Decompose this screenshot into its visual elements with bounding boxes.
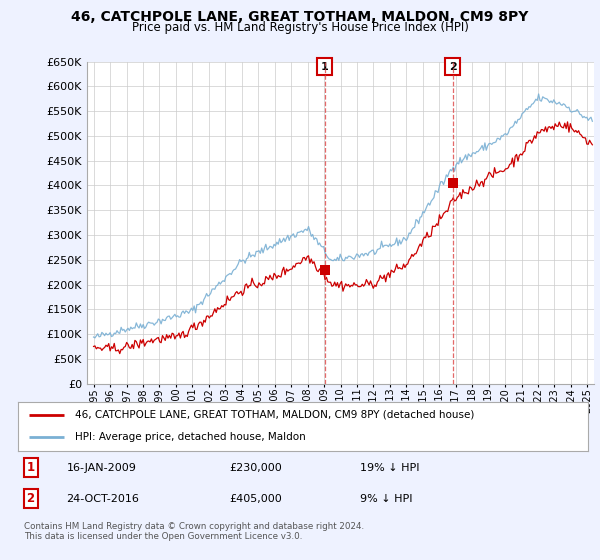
Text: 16-JAN-2009: 16-JAN-2009 xyxy=(67,463,136,473)
Text: 1: 1 xyxy=(26,461,35,474)
Text: £405,000: £405,000 xyxy=(229,494,281,503)
Text: 46, CATCHPOLE LANE, GREAT TOTHAM, MALDON, CM9 8PY: 46, CATCHPOLE LANE, GREAT TOTHAM, MALDON… xyxy=(71,10,529,24)
Text: 24-OCT-2016: 24-OCT-2016 xyxy=(67,494,139,503)
Text: 9% ↓ HPI: 9% ↓ HPI xyxy=(360,494,413,503)
Text: 1: 1 xyxy=(321,62,329,72)
Text: Price paid vs. HM Land Registry's House Price Index (HPI): Price paid vs. HM Land Registry's House … xyxy=(131,21,469,34)
Text: Contains HM Land Registry data © Crown copyright and database right 2024.
This d: Contains HM Land Registry data © Crown c… xyxy=(24,522,364,542)
Text: 2: 2 xyxy=(449,62,457,72)
Text: 19% ↓ HPI: 19% ↓ HPI xyxy=(360,463,419,473)
Text: HPI: Average price, detached house, Maldon: HPI: Average price, detached house, Mald… xyxy=(75,432,306,442)
Text: 46, CATCHPOLE LANE, GREAT TOTHAM, MALDON, CM9 8PY (detached house): 46, CATCHPOLE LANE, GREAT TOTHAM, MALDON… xyxy=(75,410,475,420)
Text: 2: 2 xyxy=(26,492,35,505)
Text: £230,000: £230,000 xyxy=(229,463,281,473)
